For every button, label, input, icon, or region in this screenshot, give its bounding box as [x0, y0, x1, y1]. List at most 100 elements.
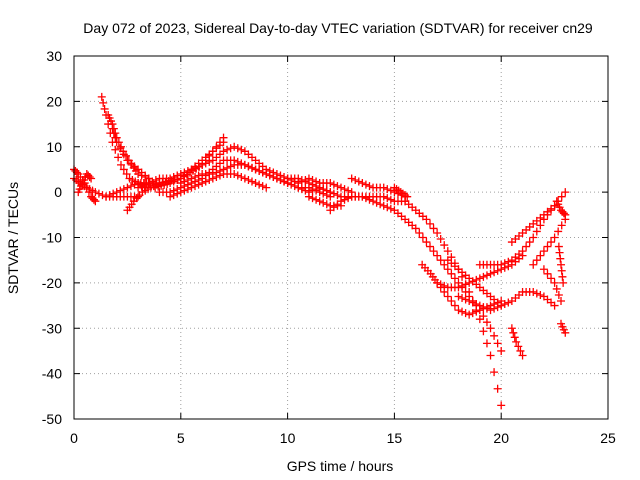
data-point [497, 301, 506, 310]
data-point [240, 160, 249, 169]
data-point [205, 176, 214, 185]
data-point [223, 145, 232, 154]
data-point [169, 191, 178, 200]
y-tick-label: -30 [42, 320, 62, 336]
data-point [308, 194, 317, 203]
data-point [294, 183, 303, 192]
data-point [379, 192, 388, 201]
data-point [269, 173, 278, 181]
data-point [450, 274, 459, 283]
data-point [99, 98, 108, 107]
data-point [555, 248, 564, 257]
data-point [482, 339, 491, 348]
data-point [468, 298, 477, 307]
data-point [87, 174, 96, 183]
data-point [89, 195, 98, 204]
data-point [443, 265, 452, 274]
data-point [258, 182, 267, 191]
data-point [308, 176, 317, 185]
data-point [262, 183, 271, 192]
data-point [486, 324, 495, 333]
data-point [166, 179, 175, 188]
series-track [539, 265, 566, 306]
data-point [91, 197, 100, 206]
data-point [522, 242, 531, 251]
data-point [433, 251, 442, 260]
chart-title: Day 072 of 2023, Sidereal Day-to-day VTE… [83, 20, 593, 36]
data-point [557, 266, 566, 275]
data-point [194, 180, 203, 189]
data-point [365, 182, 374, 191]
data-point [119, 185, 128, 194]
data-point [105, 191, 114, 200]
data-point [187, 174, 196, 183]
data-point [436, 256, 445, 265]
data-point [543, 269, 552, 278]
data-point [458, 307, 467, 316]
series-track [390, 183, 412, 201]
plot-frame [73, 55, 609, 420]
data-point [194, 162, 203, 171]
data-point [482, 304, 491, 313]
data-point [497, 260, 506, 269]
data-point [151, 176, 160, 185]
data-point [556, 254, 565, 263]
data-point [454, 292, 463, 301]
data-point [97, 92, 106, 101]
data-point [443, 247, 452, 256]
series-track [507, 324, 527, 360]
x-tick-label: 15 [387, 430, 403, 446]
data-point [365, 195, 374, 204]
data-point [354, 177, 363, 186]
data-point [379, 183, 388, 192]
data-point [422, 238, 431, 247]
data-point [333, 182, 342, 191]
data-point [187, 183, 196, 192]
data-point [422, 215, 431, 224]
series-track [108, 124, 153, 183]
data-point [512, 337, 521, 346]
data-point [144, 179, 153, 188]
data-point [198, 160, 207, 169]
data-point [134, 192, 143, 201]
data-point [497, 401, 506, 410]
data-point [479, 272, 488, 281]
data-point [237, 173, 246, 181]
data-point [490, 331, 499, 340]
y-axis-ticks: 30 20 10 0 -10 -20 -30 -40 -50 [42, 48, 608, 427]
data-point [180, 186, 189, 195]
data-point [558, 272, 567, 281]
data-point [265, 171, 274, 180]
data-point [191, 173, 200, 181]
data-point [94, 189, 103, 198]
series-track [557, 319, 570, 337]
data-point [244, 162, 253, 171]
data-point [84, 188, 93, 197]
data-point [337, 183, 345, 192]
x-tick-label: 20 [493, 430, 509, 446]
data-point [304, 174, 313, 183]
series-track [507, 201, 559, 247]
data-point [109, 189, 118, 198]
data-point [433, 278, 442, 287]
data-point [550, 301, 559, 310]
series-track [529, 215, 570, 269]
data-point [516, 346, 525, 355]
data-point [426, 242, 434, 251]
data-point [447, 269, 456, 278]
data-point [557, 297, 566, 306]
data-point [504, 257, 513, 266]
x-axis-label: GPS time / hours [287, 458, 394, 474]
data-point [116, 160, 125, 169]
data-point [255, 166, 264, 175]
data-point [116, 144, 125, 153]
series-track [123, 179, 164, 215]
data-point [180, 177, 189, 186]
data-point [386, 204, 395, 213]
data-point [554, 227, 563, 236]
data-point [344, 194, 353, 203]
data-point [329, 189, 338, 198]
data-point [283, 174, 292, 183]
data-point [109, 129, 118, 138]
data-point [312, 195, 321, 204]
